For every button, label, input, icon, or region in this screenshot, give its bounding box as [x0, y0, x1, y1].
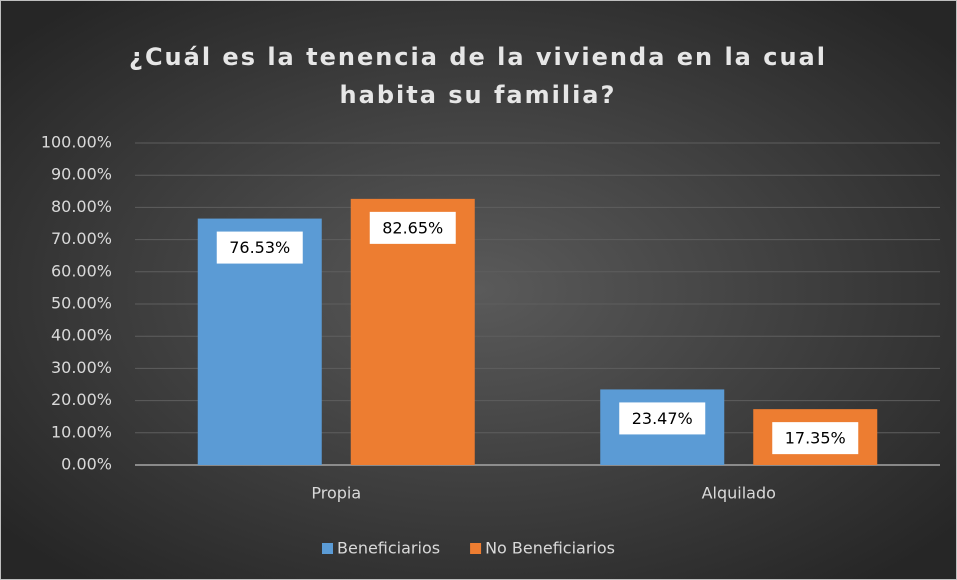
legend-label: No Beneficiarios [485, 539, 615, 558]
legend-label: Beneficiarios [337, 539, 440, 558]
data-label-box [619, 402, 706, 435]
data-label-box [216, 231, 303, 264]
y-tick-label: 70.00% [51, 229, 112, 248]
x-tick-label: Propia [311, 484, 361, 503]
y-tick-label: 40.00% [51, 326, 112, 345]
y-tick-label: 60.00% [51, 261, 112, 280]
legend-swatch [322, 543, 333, 554]
y-tick-label: 100.00% [41, 133, 112, 152]
chart-title: ¿Cuál es la tenencia de la vivienda en l… [129, 43, 827, 109]
data-label: 23.47% [632, 409, 693, 428]
y-tick-label: 30.00% [51, 358, 112, 377]
y-tick-label: 10.00% [51, 422, 112, 441]
y-tick-label: 90.00% [51, 165, 112, 184]
y-tick-label: 20.00% [51, 390, 112, 409]
x-tick-label: Alquilado [702, 484, 776, 503]
y-tick-label: 80.00% [51, 197, 112, 216]
data-label-box [369, 211, 456, 244]
y-tick-label: 0.00% [61, 455, 112, 474]
data-label: 82.65% [382, 218, 443, 237]
data-label: 76.53% [229, 238, 290, 257]
y-tick-label: 50.00% [51, 294, 112, 313]
legend-swatch [470, 543, 482, 554]
data-label: 17.35% [785, 429, 846, 448]
data-label-box [772, 422, 859, 455]
